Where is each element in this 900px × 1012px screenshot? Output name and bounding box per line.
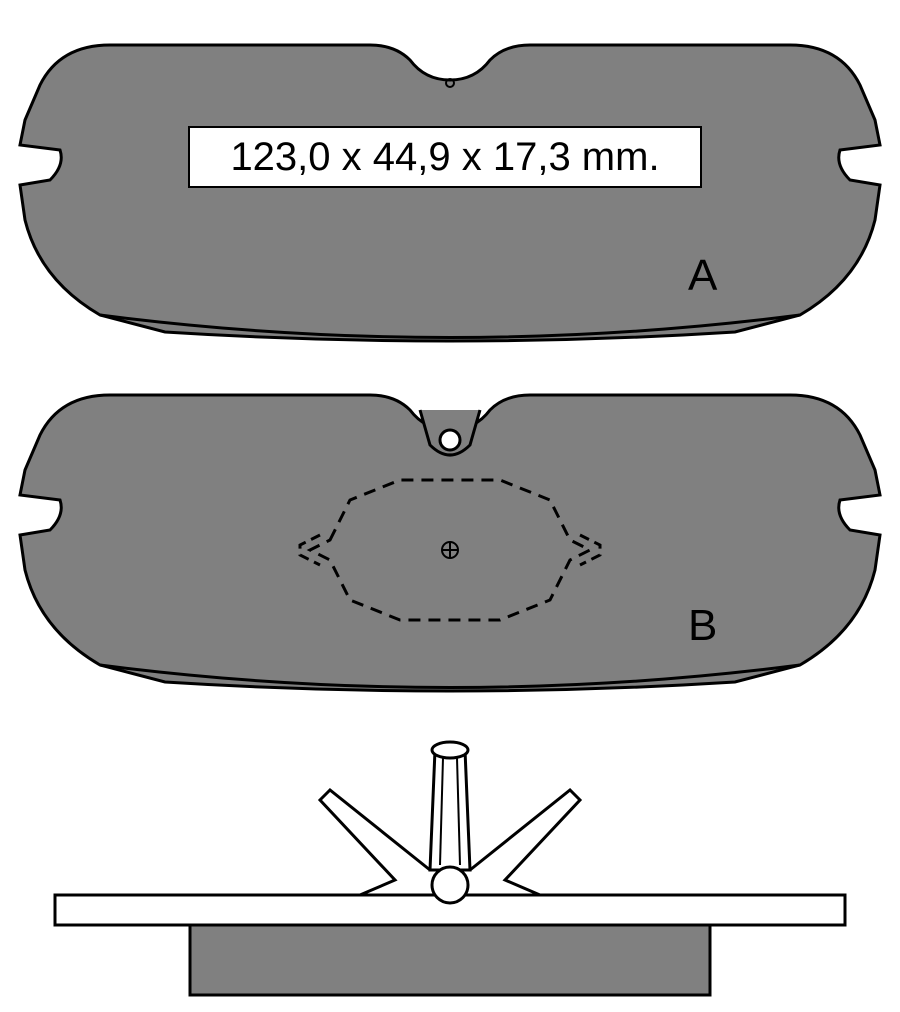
brake-pad-b [20,395,880,691]
side-clip [320,742,580,903]
brake-pad-a [20,45,880,341]
side-friction-block [190,925,710,995]
dimension-text: 123,0 x 44,9 x 17,3 mm. [230,135,659,179]
pad-a-label: A [688,251,718,300]
pad-b-top-pin [440,430,460,450]
pad-a-body [20,45,880,341]
brake-pad-side-view [55,742,845,995]
pad-b-label: B [688,601,717,650]
brake-pad-diagram: A B 123,0 x 44,9 x 17,3 mm. [0,0,900,1012]
dimension-label: 123,0 x 44,9 x 17,3 mm. [188,126,702,188]
